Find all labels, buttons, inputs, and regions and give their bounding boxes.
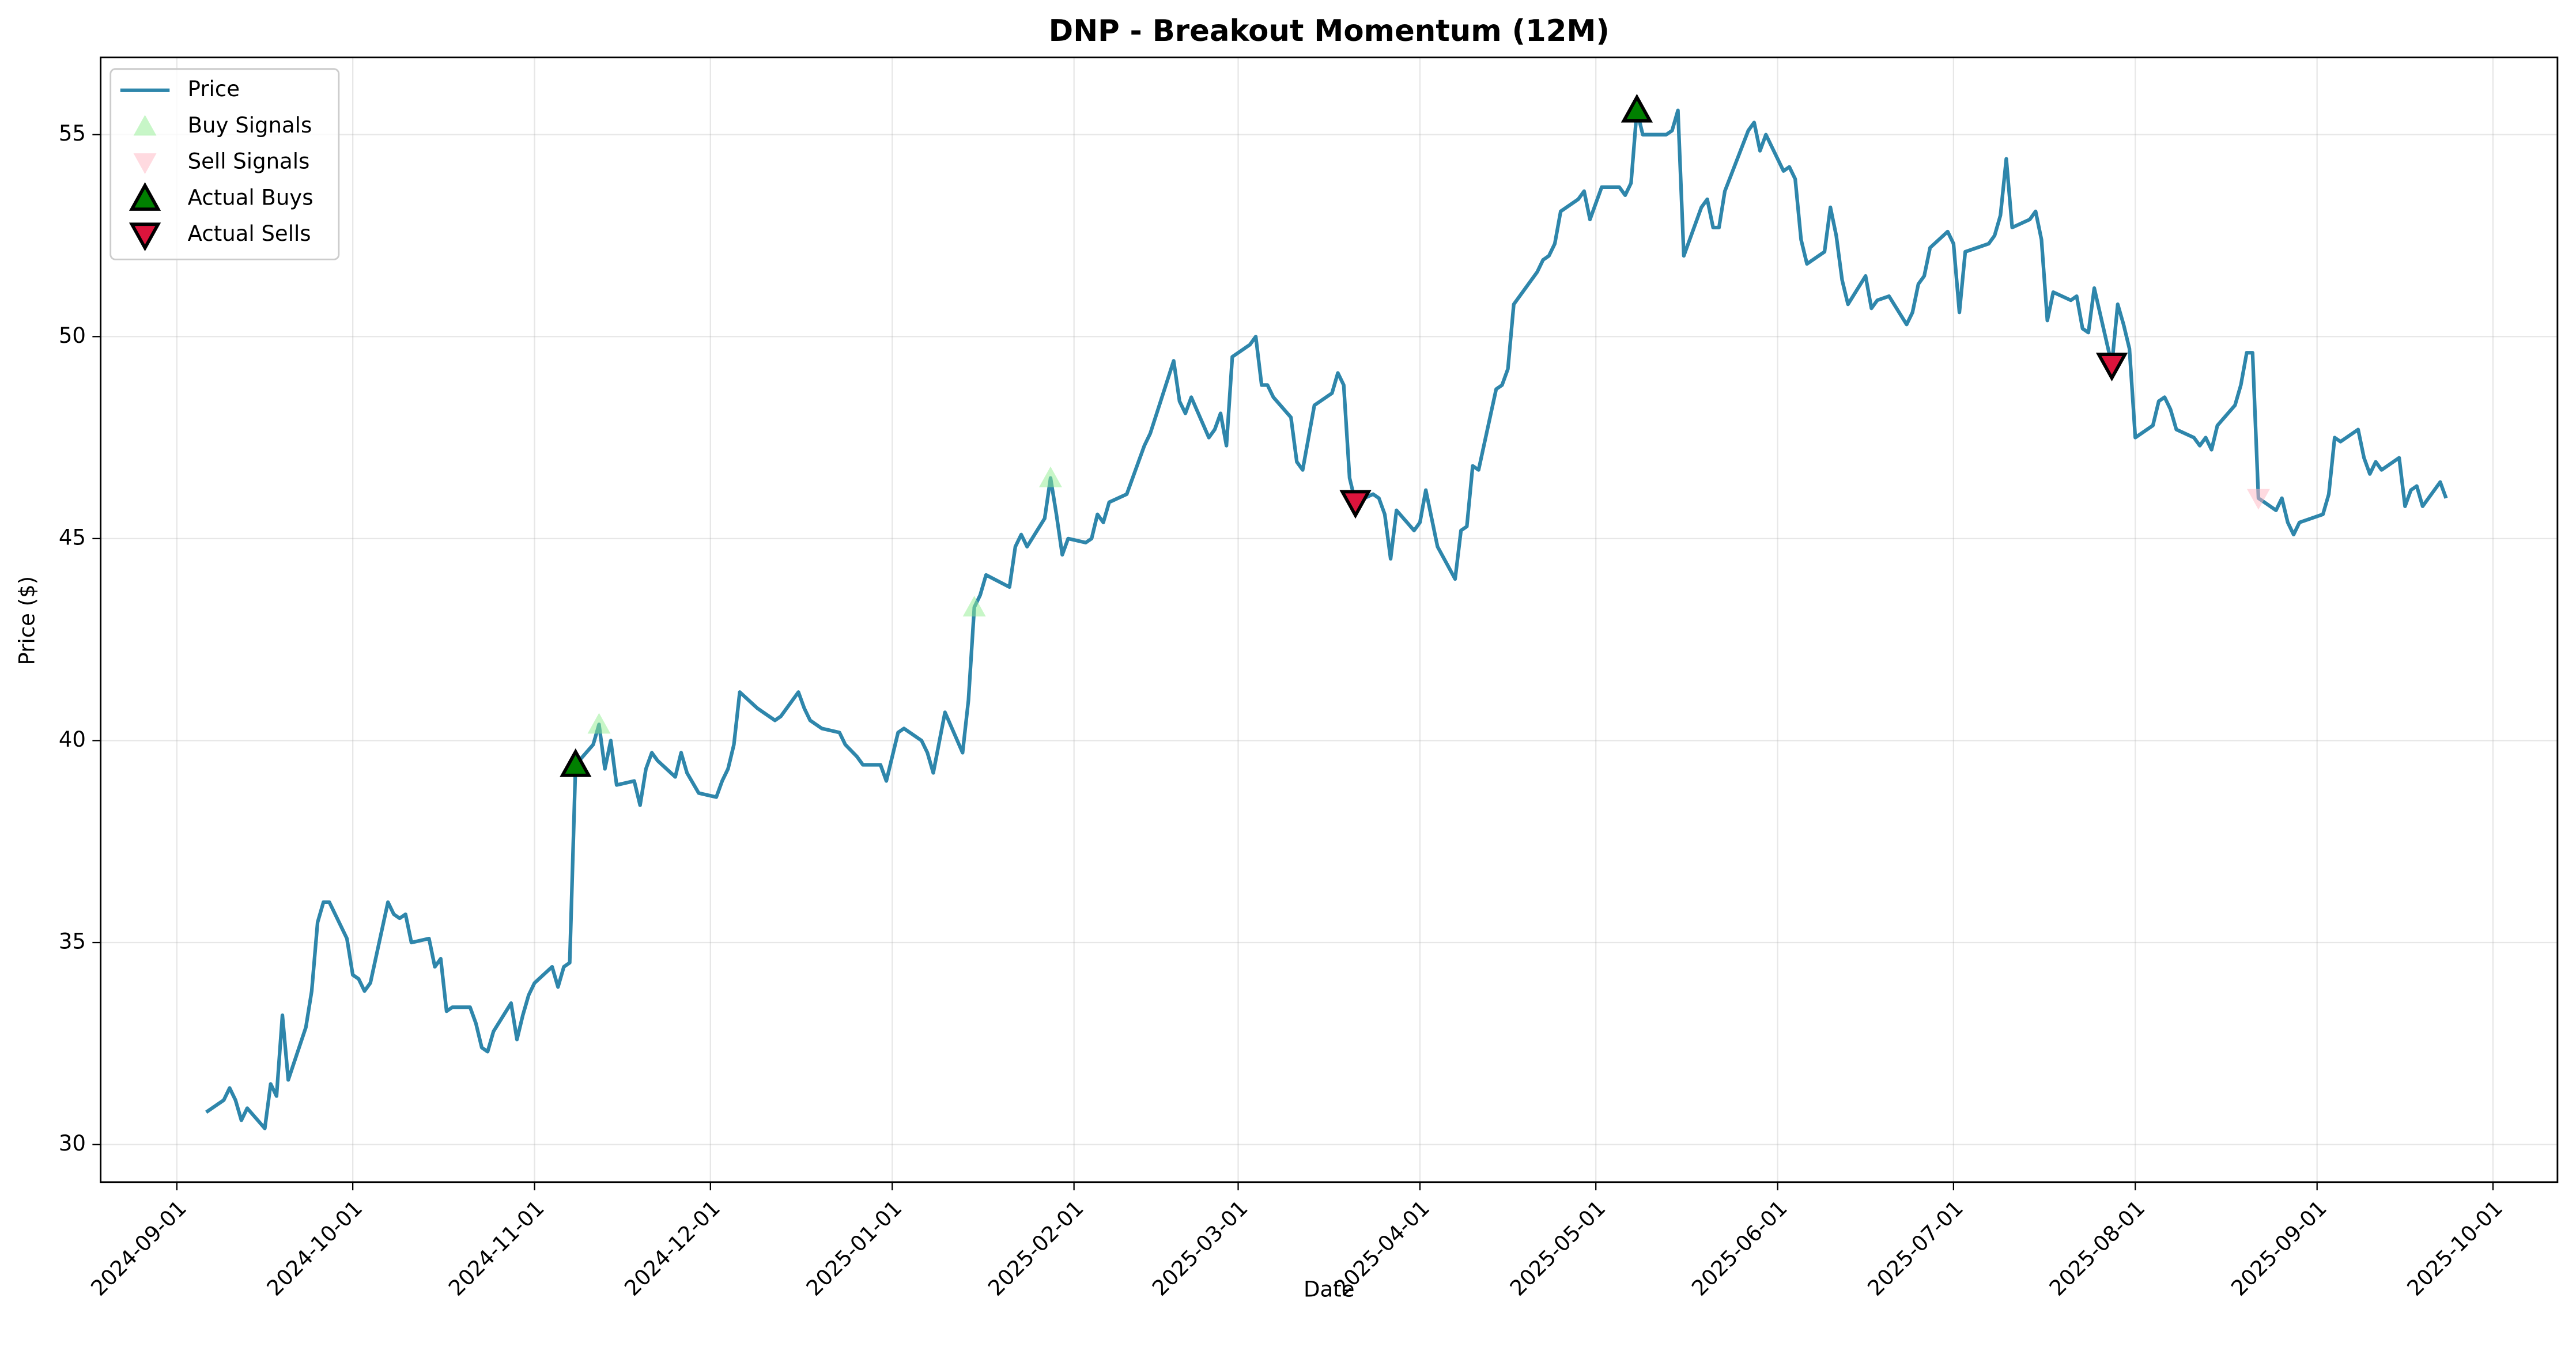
y-tick-label: 30 xyxy=(59,1131,86,1156)
legend-label: Buy Signals xyxy=(188,113,312,138)
plot-frame xyxy=(100,56,2559,1183)
legend-label: Actual Sells xyxy=(188,221,311,246)
legend-label: Actual Buys xyxy=(188,185,313,210)
legend-label: Price xyxy=(188,77,240,101)
signal-marker xyxy=(1621,93,1653,123)
legend-marker xyxy=(133,115,157,136)
chart-title: DNP - Breakout Momentum (12M) xyxy=(1049,14,1610,48)
y-tick-label: 50 xyxy=(59,323,86,348)
legend-marker xyxy=(129,182,161,211)
signal-marker xyxy=(560,748,592,777)
signal-marker xyxy=(962,596,986,617)
signal-marker xyxy=(2095,353,2128,382)
legend-marker xyxy=(129,222,161,252)
y-tick-label: 40 xyxy=(59,727,86,752)
price-line xyxy=(205,108,2448,1130)
signal-marker xyxy=(587,713,611,734)
y-axis-label: Price ($) xyxy=(15,576,40,665)
y-tick-label: 35 xyxy=(59,929,86,954)
x-axis-label: Date xyxy=(1304,1277,1355,1301)
legend-box xyxy=(109,68,340,260)
signal-marker xyxy=(1339,490,1372,519)
legend-label: Sell Signals xyxy=(188,149,310,174)
legend-marker xyxy=(133,153,157,175)
signal-marker xyxy=(1038,466,1062,487)
y-tick-label: 45 xyxy=(59,525,86,550)
signal-marker xyxy=(2247,489,2270,510)
y-tick-label: 55 xyxy=(59,121,86,146)
